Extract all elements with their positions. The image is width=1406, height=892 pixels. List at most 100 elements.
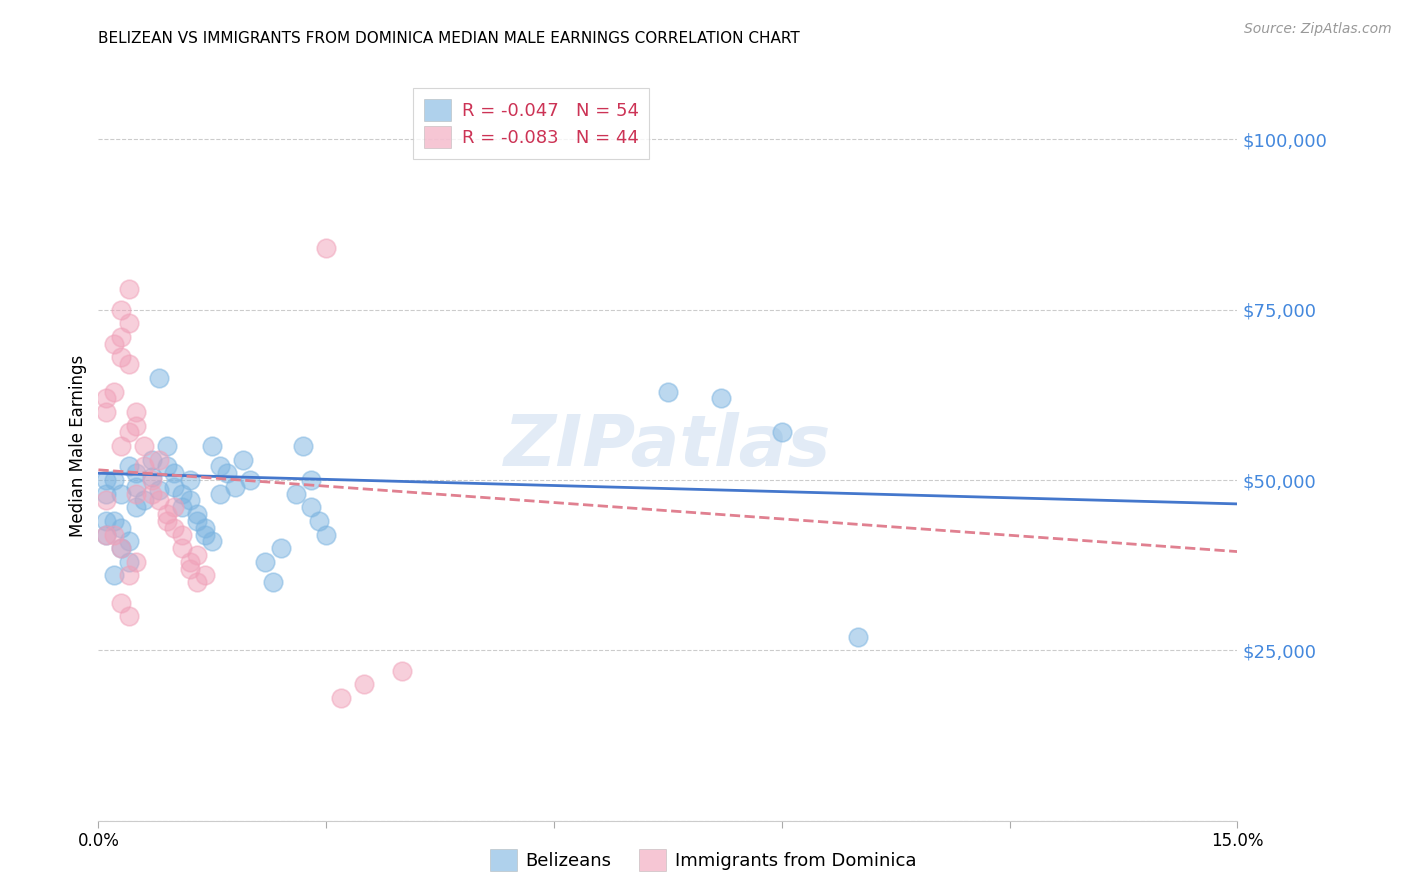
Point: [770, 425, 793, 440]
Point: [118, 425, 141, 440]
Point: [194, 521, 217, 535]
Point: [315, 242, 337, 256]
Point: [110, 330, 132, 344]
Point: [179, 473, 201, 487]
Point: [103, 336, 125, 351]
Point: [125, 500, 148, 515]
Point: [110, 302, 132, 317]
Point: [232, 452, 254, 467]
Point: [125, 555, 148, 569]
Point: [103, 514, 125, 528]
Point: [94, 527, 117, 541]
Point: [194, 527, 217, 541]
Point: [163, 467, 186, 481]
Y-axis label: Median Male Earnings: Median Male Earnings: [69, 355, 87, 537]
Point: [217, 467, 239, 481]
Point: [353, 677, 375, 691]
Point: [110, 521, 132, 535]
Point: [118, 534, 141, 549]
Point: [103, 473, 125, 487]
Point: [156, 514, 179, 528]
Point: [270, 541, 292, 556]
Point: [118, 459, 141, 474]
Point: [118, 317, 141, 331]
Point: [132, 459, 155, 474]
Point: [103, 527, 125, 541]
Point: [170, 500, 193, 515]
Point: [110, 486, 132, 500]
Point: [186, 575, 208, 590]
Point: [163, 521, 186, 535]
Point: [239, 473, 262, 487]
Point: [170, 527, 193, 541]
Text: ZIPatlas: ZIPatlas: [505, 411, 831, 481]
Point: [186, 514, 208, 528]
Point: [170, 541, 193, 556]
Point: [125, 467, 148, 481]
Point: [194, 568, 217, 582]
Legend: R = -0.047   N = 54, R = -0.083   N = 44: R = -0.047 N = 54, R = -0.083 N = 44: [413, 88, 650, 159]
Text: Source: ZipAtlas.com: Source: ZipAtlas.com: [1244, 22, 1392, 37]
Point: [201, 534, 224, 549]
Point: [284, 486, 307, 500]
Point: [125, 480, 148, 494]
Point: [94, 473, 117, 487]
Point: [118, 568, 141, 582]
Point: [710, 392, 733, 406]
Point: [110, 596, 132, 610]
Point: [94, 527, 117, 541]
Point: [299, 500, 322, 515]
Point: [330, 691, 353, 706]
Point: [156, 507, 179, 521]
Point: [148, 452, 170, 467]
Point: [179, 561, 201, 575]
Point: [208, 459, 231, 474]
Text: BELIZEAN VS IMMIGRANTS FROM DOMINICA MEDIAN MALE EARNINGS CORRELATION CHART: BELIZEAN VS IMMIGRANTS FROM DOMINICA MED…: [98, 31, 800, 46]
Point: [208, 486, 231, 500]
Point: [156, 439, 179, 453]
Point: [186, 507, 208, 521]
Point: [179, 555, 201, 569]
Legend: Belizeans, Immigrants from Dominica: Belizeans, Immigrants from Dominica: [482, 842, 924, 879]
Point: [179, 493, 201, 508]
Point: [846, 630, 869, 644]
Point: [224, 480, 246, 494]
Point: [118, 282, 141, 296]
Point: [148, 483, 170, 498]
Point: [148, 493, 170, 508]
Point: [94, 405, 117, 419]
Point: [292, 439, 315, 453]
Point: [103, 568, 125, 582]
Point: [201, 439, 224, 453]
Point: [141, 452, 163, 467]
Point: [110, 541, 132, 556]
Point: [141, 473, 163, 487]
Point: [156, 459, 179, 474]
Point: [299, 473, 322, 487]
Point: [125, 418, 148, 433]
Point: [163, 480, 186, 494]
Point: [118, 609, 141, 624]
Point: [94, 486, 117, 500]
Point: [110, 541, 132, 556]
Point: [94, 514, 117, 528]
Point: [103, 384, 125, 399]
Point: [315, 527, 337, 541]
Point: [186, 548, 208, 562]
Point: [254, 555, 277, 569]
Point: [141, 469, 163, 483]
Point: [110, 351, 132, 365]
Point: [262, 575, 284, 590]
Point: [118, 555, 141, 569]
Point: [170, 486, 193, 500]
Point: [94, 392, 117, 406]
Point: [163, 500, 186, 515]
Point: [118, 357, 141, 371]
Point: [308, 514, 330, 528]
Point: [125, 405, 148, 419]
Point: [148, 371, 170, 385]
Point: [94, 493, 117, 508]
Point: [141, 486, 163, 500]
Point: [125, 486, 148, 500]
Point: [132, 493, 155, 508]
